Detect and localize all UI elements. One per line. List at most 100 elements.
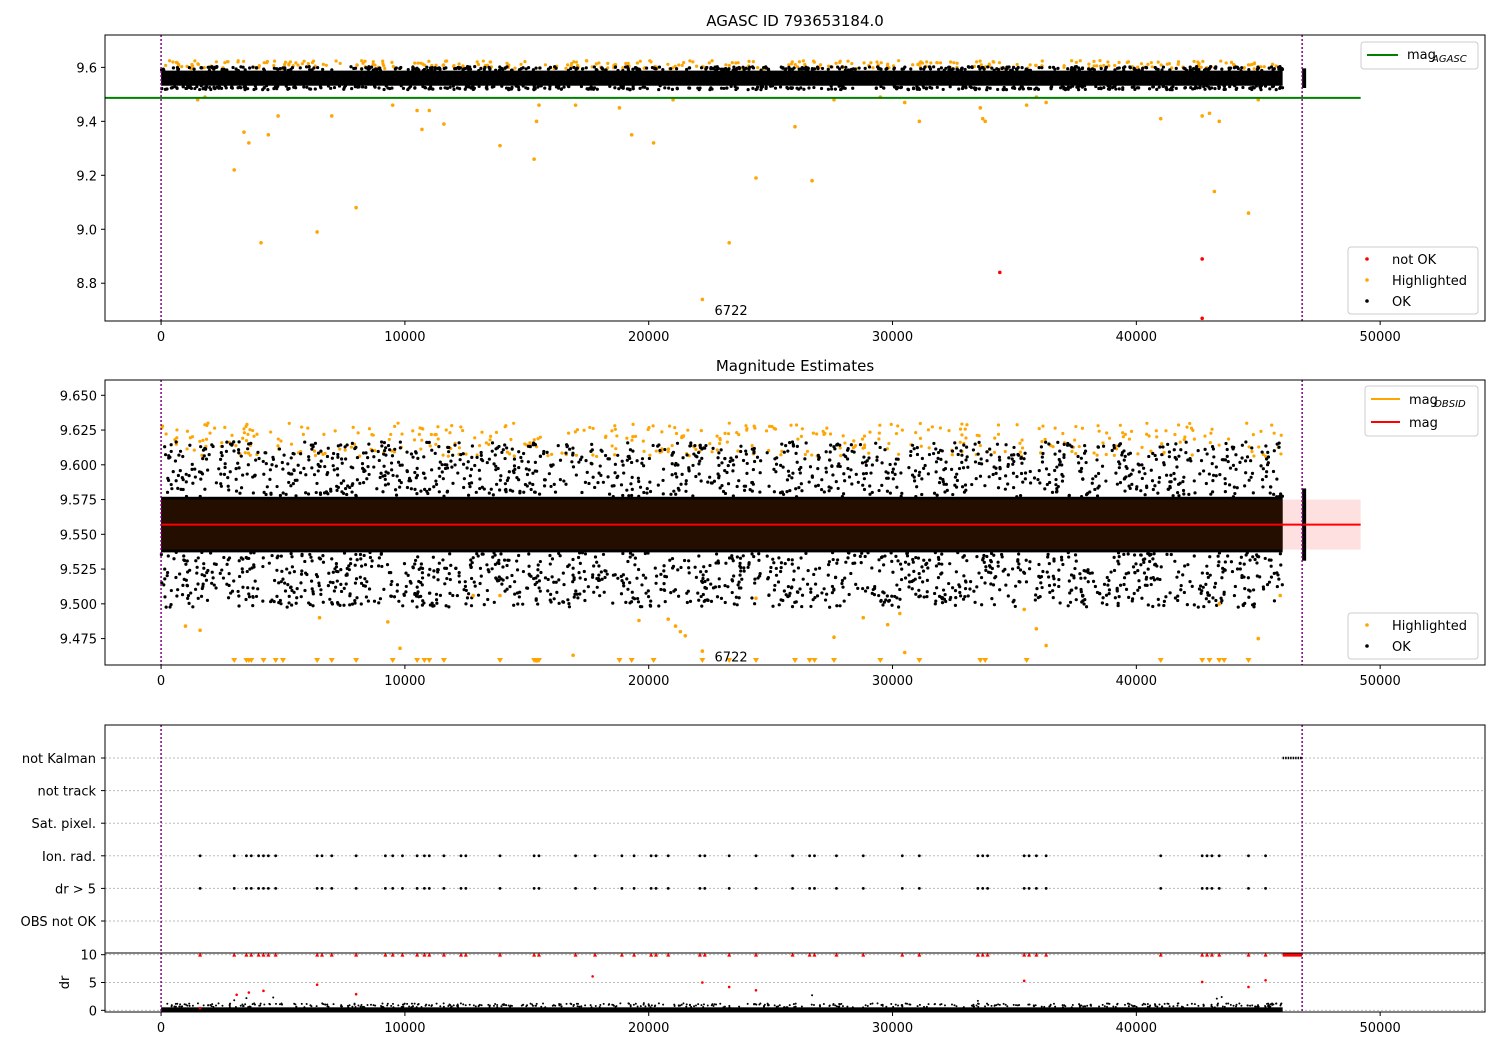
panel2-ok-point bbox=[599, 473, 603, 477]
panel2-ok-point bbox=[468, 474, 473, 478]
panel2-ok-point bbox=[1068, 600, 1073, 604]
panel2-ok-point bbox=[1154, 457, 1158, 461]
panel1-ok-point bbox=[253, 84, 257, 88]
panel3-category-label: Ion. rad. bbox=[42, 850, 96, 865]
panel2-ok-point bbox=[521, 569, 526, 574]
panel2-ok-point bbox=[934, 470, 938, 474]
panel1-highlight-point bbox=[569, 64, 573, 68]
panel2-ok-point bbox=[1034, 593, 1038, 597]
panel2-ok-point bbox=[303, 588, 307, 593]
panel4-dr-ok-point bbox=[170, 1005, 173, 1008]
panel2-ok-point bbox=[794, 487, 798, 491]
panel2-ok-point bbox=[648, 489, 653, 494]
panel1-ok-point bbox=[401, 86, 406, 90]
panel2-ok-point bbox=[704, 586, 708, 590]
panel2-ok-point bbox=[552, 482, 556, 487]
panel2-highlight-point bbox=[960, 433, 964, 437]
panel2-ok-point bbox=[288, 585, 293, 590]
panel1-ok-point bbox=[326, 84, 330, 88]
panel1-ok-point bbox=[566, 68, 570, 72]
panel2-ok-point bbox=[636, 596, 640, 601]
panel1-highlight-point bbox=[420, 127, 424, 132]
panel4-dr-ok-point bbox=[1156, 1005, 1159, 1008]
panel2-ok-point bbox=[1110, 448, 1114, 453]
panel2-ok-point bbox=[1244, 553, 1248, 557]
panel3-flag-tick bbox=[232, 854, 236, 858]
panel1-highlight-point bbox=[710, 59, 714, 63]
panel1-highlight-point bbox=[196, 62, 200, 66]
panel2-ok-point bbox=[174, 479, 178, 483]
panel4-dr-ok-point bbox=[682, 1002, 685, 1005]
panel4-dr-ok-point bbox=[505, 1004, 508, 1007]
panel4-dr-clipped-marker bbox=[1209, 952, 1214, 957]
panel2-ok-point bbox=[485, 588, 489, 593]
panel2-ok-point bbox=[1230, 569, 1235, 574]
panel2-ok-point bbox=[1160, 453, 1164, 457]
panel2-ok-point bbox=[856, 480, 860, 484]
panel1-ok-point bbox=[699, 66, 704, 70]
panel2-ok-point bbox=[676, 568, 680, 572]
panel1-highlight-point bbox=[363, 59, 367, 63]
panel2-highlight-point bbox=[419, 447, 423, 451]
panel2-ok-point bbox=[1062, 442, 1066, 446]
panel4-dr-ok-point bbox=[777, 1005, 780, 1008]
panel2-ok-point bbox=[331, 570, 335, 574]
panel2-ok-point bbox=[434, 479, 438, 483]
panel1-ok-point bbox=[1020, 66, 1024, 70]
panel2-ok-point bbox=[328, 597, 332, 601]
panel2-highlight-point bbox=[633, 434, 638, 438]
panel2-ok-point bbox=[479, 453, 483, 457]
panel2-ok-point bbox=[558, 554, 562, 558]
panel2-ok-point bbox=[344, 582, 348, 586]
panel1-ok-point bbox=[1112, 85, 1116, 89]
panel1-highlight-point bbox=[626, 61, 630, 65]
panel1-ok-point bbox=[580, 67, 585, 71]
panel2-highlight-point bbox=[996, 423, 1001, 427]
panel2-ok-point bbox=[399, 480, 403, 485]
panel1-highlight-point bbox=[415, 108, 419, 113]
panel2-ok-point bbox=[1122, 449, 1126, 453]
panel2-ok-point bbox=[1202, 604, 1206, 609]
panel2-ok-point bbox=[564, 451, 568, 455]
panel2-ok-point bbox=[616, 453, 620, 457]
panel2-ok-point bbox=[1184, 440, 1188, 444]
panel2-ok-point bbox=[546, 577, 550, 582]
panel2-ok-point bbox=[685, 600, 689, 605]
panel3-flag-tick bbox=[986, 854, 990, 858]
panel1-highlight-point bbox=[1146, 62, 1150, 66]
panel2-ok-point bbox=[630, 475, 634, 479]
panel3-flag-tick bbox=[401, 854, 404, 858]
panel2-highlight-point bbox=[978, 443, 982, 448]
panel2-highlight-point bbox=[323, 451, 327, 455]
panel4-dr-clipped-marker bbox=[329, 952, 334, 957]
panel2-ok-point bbox=[1250, 471, 1255, 475]
panel3-flag-tick bbox=[498, 887, 502, 890]
panel2-highlight-low-marker bbox=[752, 658, 759, 663]
panel2-ok-point bbox=[662, 581, 666, 586]
panel1-ok-point bbox=[1270, 85, 1275, 89]
panel2-highlight-point bbox=[480, 430, 484, 434]
panel2-ok-point bbox=[1213, 585, 1217, 589]
panel1-ok-point bbox=[879, 84, 883, 89]
panel2-ok-point bbox=[409, 452, 414, 456]
panel2-ok-point bbox=[1174, 442, 1178, 446]
panel1-ok-point bbox=[1073, 68, 1077, 72]
panel2-ok-point bbox=[1201, 585, 1205, 589]
panel2-ok-point bbox=[1225, 454, 1229, 458]
panel2-ok-point bbox=[1041, 569, 1045, 574]
panel1-highlight-point bbox=[1092, 64, 1096, 68]
panel1-ok-point bbox=[829, 65, 833, 69]
panel2-ok-point bbox=[921, 569, 926, 573]
panel2-ok-point bbox=[377, 601, 381, 605]
panel4-dr-ok-point bbox=[892, 1005, 895, 1008]
panel4-dr-ok-point bbox=[1116, 1002, 1119, 1005]
panel4-dr-ok-point bbox=[986, 1002, 989, 1005]
panel2-ok-point bbox=[1173, 596, 1178, 600]
panel4-dr-ok-point bbox=[353, 1003, 356, 1006]
panel1-highlight-point bbox=[642, 66, 646, 70]
panel2-ok-point bbox=[419, 562, 423, 566]
panel2-ok-point bbox=[1247, 588, 1251, 592]
panel1-highlight-point bbox=[354, 205, 358, 210]
panel2-ok-point bbox=[750, 489, 754, 493]
panel4-dr-ok-point bbox=[1234, 1005, 1237, 1008]
